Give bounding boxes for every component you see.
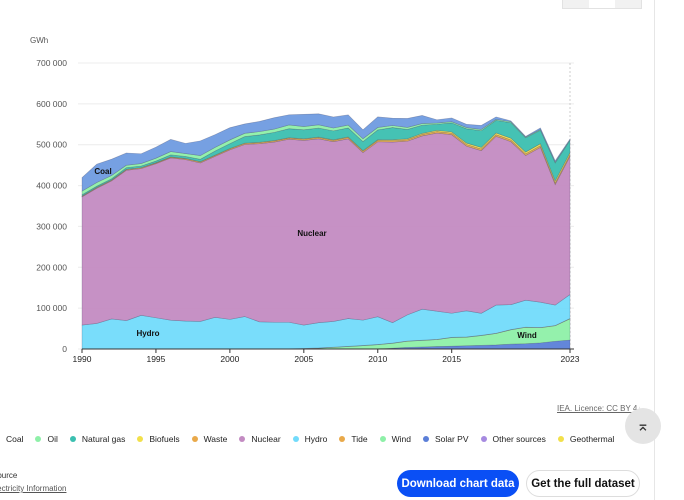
legend-dot-icon [422,436,429,442]
legend-label: Other sources [492,434,546,444]
legend-label: Wind [391,434,411,444]
page-divider [654,0,655,500]
legend-item[interactable]: Biofuels [137,434,180,444]
legend-item[interactable]: Wind [379,434,411,444]
annotation-nuclear: Nuclear [297,229,326,238]
legend-dot-icon [339,436,346,442]
annotation-coal: Coal [94,167,111,176]
x-tick-label: 2010 [368,354,387,364]
y-tick-label: 200 000 [36,262,67,272]
area-biofuels [81,130,571,197]
legend-dot-icon [480,436,487,442]
legend-item[interactable]: Solar PV [422,434,469,444]
legend-item[interactable]: Nuclear [239,434,281,444]
x-tick-label: 2005 [294,354,313,364]
x-tick-label: 1990 [73,354,92,364]
legend-label: Biofuels [149,434,180,444]
area-natural-gas [81,120,571,197]
legend-item[interactable]: Oil [35,434,58,444]
download-chart-data-button[interactable]: Download chart data [397,470,519,497]
source-label: Source [0,471,18,480]
legend-dot-icon [557,436,564,442]
legend-label: Tide [351,434,368,444]
annotation-hydro: Hydro [136,329,159,338]
source-link[interactable]: Electricity Information [0,484,67,493]
x-tick-label: 2023 [561,354,580,364]
scroll-to-top-button[interactable]: ⌅ [625,408,661,444]
chart-legend: Coal Oil Natural gas Biofuels Waste Nuclear Hy… [0,434,626,444]
y-tick-label: 300 000 [36,221,67,231]
legend-label: Hydro [304,434,328,444]
legend-item[interactable]: Coal [0,434,23,444]
get-full-dataset-button[interactable]: Get the full dataset [526,470,640,497]
area-coal [81,113,571,192]
licence-link[interactable]: IEA. Licence: CC BY 4.0 [557,404,640,413]
legend-dot-icon [191,436,198,442]
area-waste [81,131,571,198]
chevron-up-bar-icon: ⌅ [636,418,650,435]
y-axis-unit: GWh [30,36,49,45]
view-toggle-option[interactable] [615,0,641,8]
legend-label: Natural gas [81,434,126,444]
view-toggle[interactable] [562,0,642,9]
legend-item[interactable]: Natural gas [69,434,126,444]
legend-dot-icon [137,436,144,442]
x-tick-label: 2015 [442,354,461,364]
legend-dot-icon [292,436,299,442]
y-tick-label: 100 000 [36,303,67,313]
view-toggle-option[interactable] [589,0,615,8]
legend-label: Solar PV [434,434,469,444]
legend-dot-icon [239,436,246,442]
annotation-wind: Wind [517,331,537,340]
y-tick-label: 400 000 [36,181,67,191]
legend-item[interactable]: Hydro [292,434,328,444]
legend-label: Coal [6,434,24,444]
x-tick-label: 2000 [220,354,239,364]
legend-item[interactable]: Waste [191,434,228,444]
y-tick-label: 500 000 [36,140,67,150]
legend-item[interactable]: Tide [339,434,368,444]
x-tick-label: 1995 [146,354,165,364]
y-tick-label: 700 000 [36,58,67,68]
area-nuclear [81,132,571,326]
view-toggle-option[interactable] [563,0,589,8]
y-tick-label: 0 [62,344,67,354]
legend-dot-icon [69,436,76,442]
legend-label: Geothermal [569,434,615,444]
legend-item[interactable]: Geothermal [557,434,615,444]
stacked-area-chart: 0 100 000 200 000 300 000 400 000 500 000 600 … [36,58,580,364]
legend-label: Waste [203,434,228,444]
legend-dot-icon [35,436,42,442]
legend-item[interactable]: Other sources [480,434,546,444]
legend-dot-icon [379,436,386,442]
legend-label: Nuclear [251,434,281,444]
legend-label: Oil [47,434,58,444]
y-tick-label: 600 000 [36,99,67,109]
